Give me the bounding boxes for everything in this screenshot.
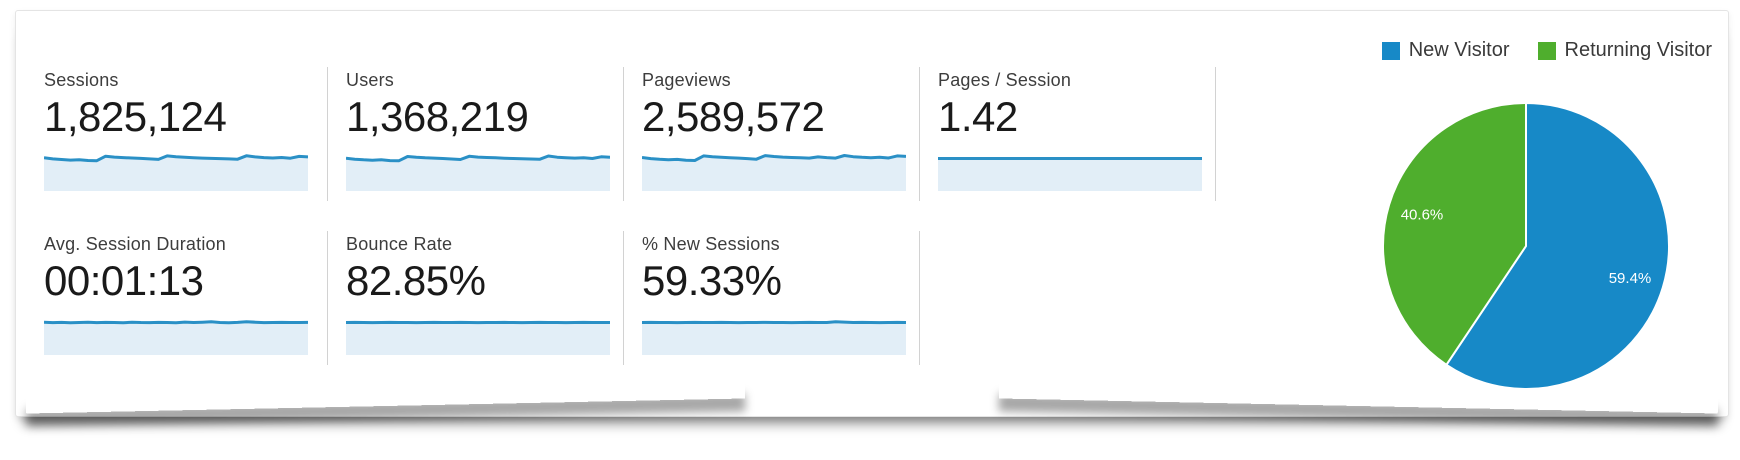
bounce-rate-sparkline-chart [346, 320, 610, 355]
pageviews-sparkline-chart [642, 154, 906, 191]
new-visitor-swatch-icon [1381, 41, 1400, 60]
metrics-row-2: Avg. Session Duration 00:01:13 Bounce Ra… [44, 231, 920, 365]
pie-legend: New Visitor Returning Visitor [1381, 39, 1712, 62]
metric-value: 59.33% [642, 257, 782, 304]
avg-session-duration-sparkline-chart [44, 320, 308, 355]
metric-value: 1,368,219 [346, 93, 529, 140]
visitor-type-pie-chart[interactable]: 59.4% 40.6% [1368, 88, 1684, 404]
metric-percent-new-sessions: % New Sessions 59.33% [624, 231, 920, 365]
metric-pageviews: Pageviews 2,589,572 [624, 67, 920, 201]
metric-users: Users 1,368,219 [328, 67, 624, 201]
metrics-row-1: Sessions 1,825,124 Users 1,368,219 Pagev… [44, 67, 1216, 201]
metric-value: 1,825,124 [44, 93, 227, 140]
analytics-overview-card: Sessions 1,825,124 Users 1,368,219 Pagev… [15, 10, 1729, 417]
legend-label: New Visitor [1408, 39, 1510, 61]
metric-bounce-rate: Bounce Rate 82.85% [328, 231, 624, 365]
legend-item-new-visitor[interactable]: New Visitor [1381, 39, 1510, 62]
legend-item-returning-visitor[interactable]: Returning Visitor [1537, 39, 1712, 62]
legend-label: Returning Visitor [1564, 39, 1712, 61]
metric-pages-per-session: Pages / Session 1.42 [920, 67, 1216, 201]
metric-label: Pages / Session [938, 70, 1072, 90]
metric-value: 2,589,572 [642, 93, 825, 140]
metric-value: 00:01:13 [44, 257, 204, 304]
metric-value: 1.42 [938, 93, 1018, 140]
sessions-sparkline-chart [44, 154, 308, 191]
metric-value: 82.85% [346, 257, 486, 304]
svg-text:40.6%: 40.6% [1401, 207, 1444, 224]
metric-sessions: Sessions 1,825,124 [44, 67, 328, 201]
metric-label: Pageviews [642, 70, 731, 90]
metric-label: Bounce Rate [346, 234, 453, 254]
metric-avg-session-duration: Avg. Session Duration 00:01:13 [44, 231, 328, 365]
metric-label: Users [346, 70, 395, 90]
metric-label: Avg. Session Duration [44, 234, 226, 254]
metric-label: % New Sessions [642, 234, 780, 254]
pages-per-session-sparkline-chart [938, 157, 1202, 191]
metric-label: Sessions [44, 70, 119, 90]
users-sparkline-chart [346, 154, 610, 191]
svg-text:59.4%: 59.4% [1609, 270, 1652, 287]
returning-visitor-swatch-icon [1537, 41, 1556, 60]
percent-new-sessions-sparkline-chart [642, 320, 906, 355]
